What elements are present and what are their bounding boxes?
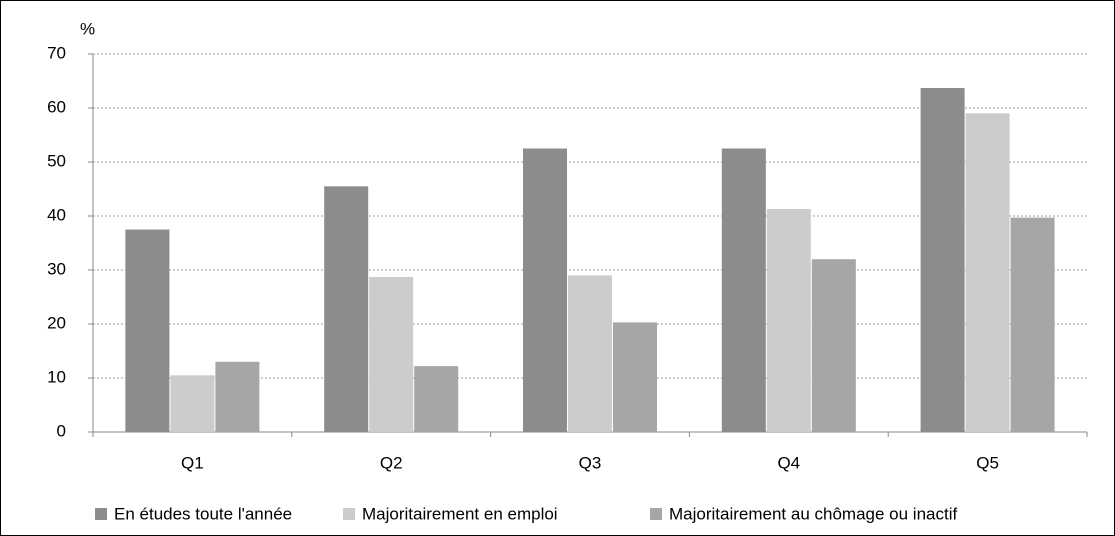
x-tick-label: Q3 xyxy=(579,453,602,472)
bar xyxy=(721,148,766,432)
bar xyxy=(125,229,170,432)
bar xyxy=(324,186,369,432)
bar xyxy=(613,322,657,432)
bar xyxy=(215,361,260,432)
y-tick-label: 10 xyxy=(47,367,66,386)
y-tick-label: 20 xyxy=(47,313,66,332)
y-tick-label: 70 xyxy=(47,43,66,62)
x-tick-label: Q1 xyxy=(181,453,204,472)
legend-swatch xyxy=(650,508,662,520)
bar xyxy=(965,113,1010,433)
y-tick-label: 40 xyxy=(47,205,66,224)
bar xyxy=(1010,217,1055,432)
bar xyxy=(568,275,612,432)
x-tick-label: Q5 xyxy=(976,453,999,472)
bar xyxy=(414,366,459,432)
bar xyxy=(369,277,414,432)
y-tick-label: 50 xyxy=(47,151,66,170)
bar xyxy=(766,208,811,432)
x-tick-label: Q2 xyxy=(380,453,403,472)
legend-label: Majoritairement au chômage ou inactif xyxy=(669,504,957,523)
x-tick-label: Q4 xyxy=(777,453,800,472)
bar xyxy=(811,259,856,432)
y-axis-unit: % xyxy=(80,19,95,38)
y-tick-label: 60 xyxy=(47,97,66,116)
bar xyxy=(920,88,965,433)
y-tick-label: 0 xyxy=(57,421,66,440)
bar xyxy=(170,375,215,432)
legend-label: En études toute l'année xyxy=(114,504,292,523)
legend-swatch xyxy=(95,508,107,520)
legend-label: Majoritairement en emploi xyxy=(362,504,558,523)
y-tick-label: 30 xyxy=(47,259,66,278)
bar xyxy=(523,148,567,432)
legend-swatch xyxy=(343,508,355,520)
